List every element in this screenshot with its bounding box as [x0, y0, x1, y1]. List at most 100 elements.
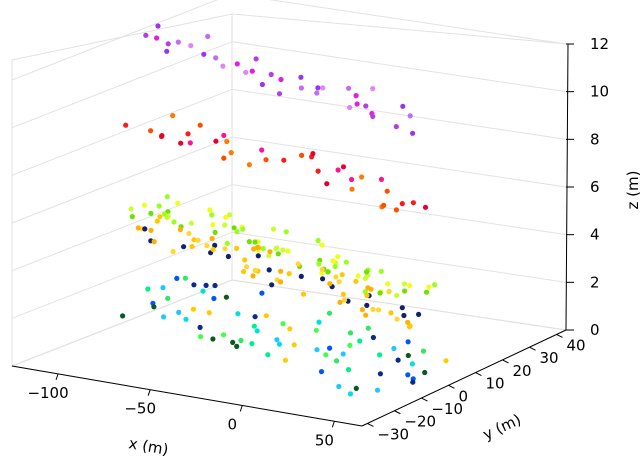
- data-point: [347, 330, 354, 336]
- y-tick-mark: [475, 372, 482, 377]
- data-point: [443, 358, 449, 364]
- z-gridline-right: [231, 279, 567, 331]
- data-point: [178, 140, 184, 146]
- z-gridline-right: [268, 0, 567, 45]
- z-gridline-right: [231, 184, 567, 236]
- data-point: [148, 227, 154, 233]
- data-point: [381, 202, 387, 208]
- data-point: [347, 104, 353, 111]
- data-point: [407, 282, 413, 289]
- y-axis-line: [361, 329, 567, 427]
- y-tick-mark: [529, 346, 536, 351]
- data-point: [422, 369, 428, 376]
- data-point: [212, 282, 218, 289]
- data-point: [255, 253, 261, 259]
- data-point: [399, 305, 405, 311]
- data-point: [347, 391, 354, 397]
- x-tick-label: 50: [315, 431, 334, 449]
- data-point: [189, 243, 195, 250]
- data-point: [402, 288, 408, 294]
- data-point: [154, 218, 160, 224]
- data-point: [211, 295, 217, 302]
- data-point: [220, 63, 226, 69]
- y-tick-label: 20: [512, 362, 531, 380]
- data-point: [406, 324, 413, 330]
- data-point: [378, 176, 385, 182]
- data-point: [273, 246, 279, 252]
- data-point: [197, 122, 203, 128]
- data-point: [269, 282, 275, 288]
- data-point: [377, 290, 383, 296]
- data-point: [378, 268, 384, 274]
- data-point: [240, 226, 246, 232]
- data-point: [336, 383, 342, 390]
- z-gridline-right: [231, 41, 567, 93]
- z-gridline-left: [11, 136, 233, 224]
- data-point: [343, 259, 349, 265]
- z-tick-label: 8: [590, 130, 600, 148]
- data-point: [223, 214, 229, 220]
- data-point: [263, 313, 269, 319]
- data-point: [355, 273, 361, 279]
- x-tick-mark: [147, 389, 151, 396]
- data-point: [395, 357, 401, 363]
- data-point: [203, 282, 209, 288]
- data-point: [359, 307, 365, 313]
- data-point: [282, 357, 288, 363]
- data-point: [191, 237, 197, 243]
- y-tick-label: −10: [431, 400, 463, 418]
- data-point: [267, 249, 273, 255]
- data-point: [416, 311, 422, 317]
- data-point: [357, 338, 363, 344]
- data-point: [234, 245, 240, 251]
- data-point: [210, 222, 216, 228]
- data-point: [335, 167, 341, 173]
- data-point: [393, 124, 399, 130]
- data-point: [201, 51, 207, 57]
- data-point: [393, 207, 399, 213]
- data-point: [377, 371, 383, 377]
- data-point: [364, 269, 370, 275]
- data-point: [188, 220, 194, 226]
- data-point: [405, 372, 411, 378]
- data-point: [183, 316, 189, 322]
- z-gridline-right: [231, 231, 567, 283]
- data-point: [336, 279, 342, 285]
- z-axis-label: z (m): [624, 171, 642, 210]
- data-point: [259, 81, 265, 88]
- data-point: [143, 32, 149, 38]
- data-point: [291, 342, 297, 348]
- data-point: [410, 379, 416, 385]
- data-point: [324, 181, 330, 187]
- data-point: [405, 339, 411, 345]
- x-tick-label: −100: [27, 384, 68, 402]
- data-point: [335, 254, 341, 260]
- data-point: [399, 201, 405, 207]
- data-point: [423, 289, 430, 295]
- data-point: [388, 310, 394, 316]
- data-point: [278, 279, 284, 285]
- data-point: [354, 101, 360, 107]
- data-point: [128, 206, 134, 212]
- data-point: [330, 258, 336, 264]
- data-point: [186, 230, 192, 237]
- data-point: [228, 150, 234, 156]
- data-point: [210, 246, 216, 253]
- data-point: [209, 235, 215, 242]
- data-point: [141, 202, 147, 208]
- data-point: [276, 341, 282, 347]
- data-point: [241, 268, 247, 275]
- data-point: [205, 33, 211, 40]
- data-point: [362, 275, 368, 281]
- data-point: [340, 164, 347, 170]
- data-point: [341, 297, 348, 303]
- z-gridline-left: [11, 184, 233, 272]
- data-point: [206, 310, 212, 316]
- y-axis-label: y (m): [480, 410, 524, 443]
- data-point: [234, 61, 240, 67]
- data-point: [405, 319, 411, 325]
- data-point: [318, 369, 325, 375]
- data-point: [274, 337, 280, 343]
- data-point: [209, 212, 215, 218]
